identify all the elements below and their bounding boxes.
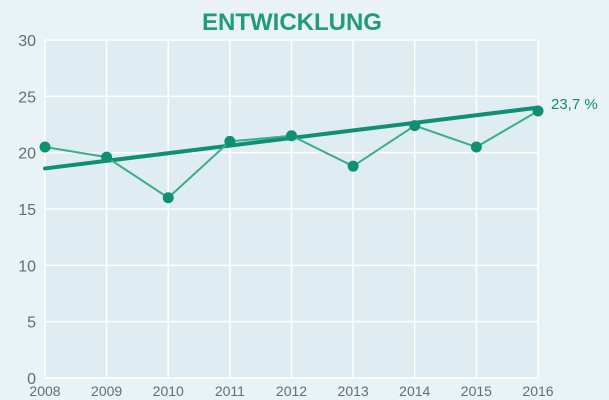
data-point xyxy=(39,141,51,153)
x-tick-label: 2013 xyxy=(338,383,369,399)
data-point xyxy=(286,130,297,142)
x-axis-ticks: 2008 2009 2010 2011 2012 2013 2014 2015 2016 xyxy=(29,383,553,399)
data-point xyxy=(162,192,174,204)
y-tick-label: 20 xyxy=(18,146,36,163)
y-axis-ticks: 0 5 10 15 20 25 30 xyxy=(18,33,36,388)
y-tick-label: 30 xyxy=(18,33,36,50)
grid xyxy=(44,39,539,379)
data-point xyxy=(101,151,113,163)
data-point xyxy=(224,135,236,147)
data-point xyxy=(532,105,544,117)
chart-title: ENTWICKLUNG xyxy=(202,9,382,36)
y-tick-label: 25 xyxy=(18,89,36,106)
y-tick-label: 5 xyxy=(27,315,36,332)
x-tick-label: 2016 xyxy=(522,383,553,399)
x-tick-label: 2012 xyxy=(276,383,307,399)
y-tick-label: 15 xyxy=(18,202,36,219)
y-tick-label: 10 xyxy=(18,258,36,275)
x-tick-label: 2011 xyxy=(215,383,245,399)
x-tick-label: 2015 xyxy=(461,383,492,399)
x-tick-label: 2009 xyxy=(91,383,122,399)
x-tick-label: 2014 xyxy=(399,383,430,399)
x-tick-label: 2010 xyxy=(153,383,184,399)
series xyxy=(39,105,544,204)
data-point xyxy=(347,160,359,172)
y-tick-label: 0 xyxy=(27,371,36,388)
end-value-label: 23,7 % xyxy=(551,96,598,113)
x-tick-label: 2008 xyxy=(29,383,60,399)
data-point xyxy=(470,141,482,153)
data-point xyxy=(409,120,421,132)
